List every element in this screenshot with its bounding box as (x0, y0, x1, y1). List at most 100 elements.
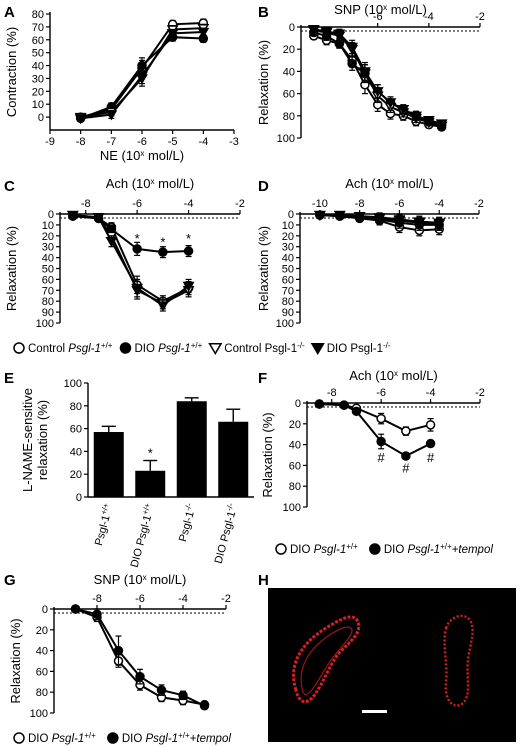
micrograph-panel-h (268, 588, 516, 742)
legend-marker (119, 342, 132, 354)
data-point (66, 210, 79, 221)
x-tick-label: -8 (92, 593, 102, 605)
y-tick-label: 0 (295, 398, 301, 410)
vessel-section-left (292, 615, 361, 704)
x-tick-label: -3 (229, 136, 239, 148)
data-point (158, 247, 168, 257)
significance-mark: * (186, 231, 191, 246)
panel-label-f: F (258, 370, 267, 387)
y-tick-label: 20 (32, 86, 44, 98)
data-point (136, 71, 148, 82)
x-tick-label: -4 (424, 11, 434, 23)
scale-bar (362, 710, 387, 713)
y-tick-label: 80 (42, 296, 54, 308)
x-tick-label: -4 (434, 198, 444, 210)
series-line (72, 214, 190, 307)
y-tick-label: 0 (48, 209, 54, 221)
series-line (72, 215, 190, 303)
panel-label-d: D (258, 178, 269, 195)
series-tri-filled (66, 210, 195, 312)
x-tick-label: -7 (106, 136, 116, 148)
y-tick-label: 80 (282, 296, 294, 308)
data-point (413, 217, 426, 228)
data-point (92, 609, 102, 619)
chart-title: SNP (10x mol/L) (94, 572, 187, 587)
y-tick-label: 100 (64, 378, 82, 390)
data-point (132, 244, 142, 254)
x-tick-label: -2 (221, 593, 231, 605)
y-tick-label: 100 (283, 502, 301, 514)
x-tick-label: -6 (132, 198, 142, 210)
data-point (166, 29, 179, 40)
series-circle-open (70, 604, 210, 710)
chart-panel-b: 0 20 40 60 80 100 -6 -4 -2 SNP (10x mol/L) Relaxat… (256, 2, 485, 145)
data-point (401, 451, 411, 461)
data-point (425, 420, 436, 430)
y-tick-label: 70 (42, 285, 54, 297)
data-point (307, 25, 320, 36)
x-tick-label: -2 (475, 11, 485, 23)
y-tick-label: 40 (70, 446, 82, 458)
data-point (105, 237, 118, 248)
legend-panels-c-d: Control Psgl-1+/+ DIO Psgl-1+/+ Control Ps… (13, 341, 391, 356)
y-tick-label: 90 (42, 307, 54, 319)
series-line (319, 403, 431, 433)
x-tick-label: -4 (198, 136, 208, 148)
chart-title: Ach (10x mol/L) (345, 176, 434, 191)
series-tri-filled (313, 210, 446, 229)
legend-label: DIO Psgl-1-/- (327, 341, 391, 356)
panel-label-b: B (258, 4, 269, 21)
chart-panel-e: 0 20 40 60 80 100 L-NAME-sensitiverelaxation (… (20, 378, 254, 569)
y-tick-label: 30 (282, 242, 294, 254)
significance-mark: * (148, 446, 153, 461)
legend-label: DIO Psgl-1+/+ (134, 341, 202, 356)
x-tick-label: -5 (168, 136, 178, 148)
legend-marker (13, 732, 25, 744)
y-tick-label: 80 (283, 111, 295, 123)
bar (93, 432, 124, 497)
x-tick-label: -2 (235, 198, 245, 210)
data-point (182, 281, 195, 292)
data-point (74, 114, 87, 125)
x-tick-label: -4 (426, 387, 436, 399)
y-axis-label: Relaxation (%) (256, 40, 271, 125)
category-label: DIO Psgl-1-/- (210, 502, 240, 565)
data-point (199, 700, 210, 711)
data-point (105, 110, 118, 121)
data-point (92, 213, 105, 224)
data-point (339, 400, 349, 410)
y-tick-label: 100 (277, 133, 295, 145)
bar (218, 421, 249, 497)
panel-label-e: E (4, 370, 14, 387)
legend-label: DIO Psgl-1+/++tempol (122, 731, 232, 746)
y-tick-label: 0 (289, 22, 295, 34)
y-tick-label: 100 (30, 708, 48, 720)
legend-marker (369, 543, 381, 555)
legend-label: DIO Psgl-1+/+ (290, 542, 358, 557)
chart-title: SNP (10x mol/L) (334, 2, 427, 17)
data-point (359, 67, 371, 78)
y-tick-label: 40 (289, 440, 301, 452)
y-tick-label: 30 (42, 242, 54, 254)
panel-label-h: H (258, 572, 269, 589)
y-tick-label: 0 (42, 604, 48, 616)
x-tick-label: -8 (81, 198, 91, 210)
y-tick-label: 70 (282, 285, 294, 297)
legend-panel-g: DIO Psgl-1+/+ DIO Psgl-1+/++tempol (13, 731, 232, 746)
data-point (425, 438, 436, 449)
legend-marker (275, 543, 287, 555)
x-tick-label: -6 (137, 136, 147, 148)
data-point (401, 426, 411, 436)
data-point (371, 87, 384, 98)
data-point (373, 213, 386, 224)
legend-marker (310, 342, 325, 355)
y-tick-label: 0 (38, 112, 44, 124)
x-tick-label: -6 (135, 593, 145, 605)
data-point (376, 413, 386, 424)
y-tick-label: 90 (282, 307, 294, 319)
vessel-section-left-lumen-edge (300, 626, 353, 696)
x-tick-label: -4 (184, 198, 194, 210)
